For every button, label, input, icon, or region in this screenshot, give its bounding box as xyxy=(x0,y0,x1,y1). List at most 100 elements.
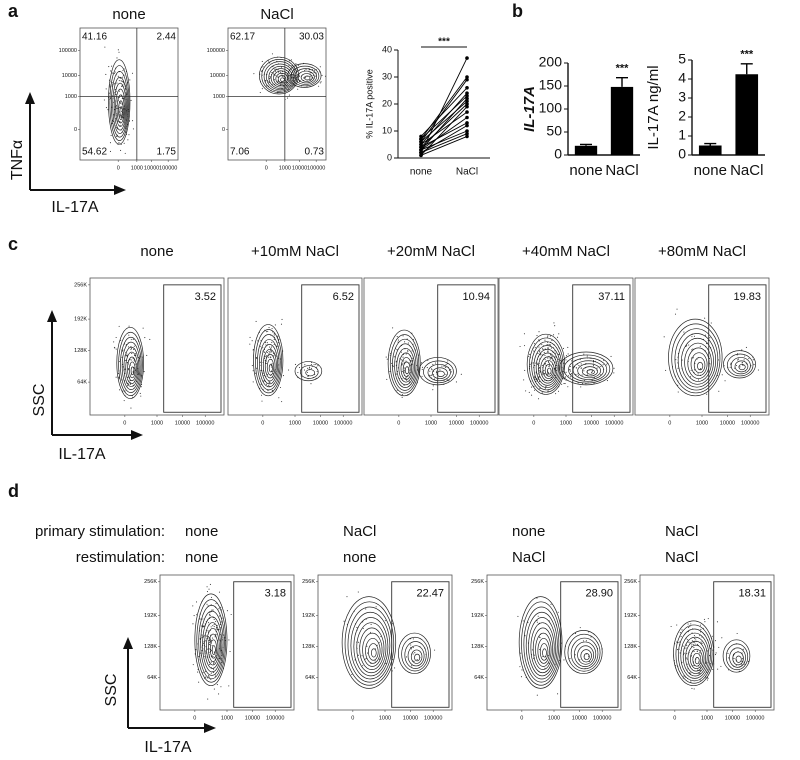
event-dot xyxy=(268,350,270,353)
contour xyxy=(410,649,423,664)
event-dot xyxy=(192,623,194,625)
y-tick-label: 256K xyxy=(624,579,637,585)
event-dot xyxy=(261,60,263,63)
event-dot xyxy=(130,99,132,101)
flow-plot xyxy=(485,574,622,712)
flow-plot xyxy=(88,277,225,417)
event-dot xyxy=(737,359,739,361)
contour xyxy=(577,645,595,665)
contour xyxy=(116,326,144,399)
event-dot xyxy=(544,354,546,356)
event-dot xyxy=(565,359,567,361)
event-dot xyxy=(105,88,107,90)
quadrant-value: 41.16 xyxy=(82,32,107,43)
point xyxy=(465,115,469,120)
event-dot xyxy=(752,359,754,361)
event-dot xyxy=(432,363,434,366)
x-tick-label: none xyxy=(694,162,727,179)
contour xyxy=(725,643,749,671)
column-header: NaCl xyxy=(343,523,376,540)
event-dot xyxy=(410,648,413,650)
event-dot xyxy=(431,368,433,370)
event-dot xyxy=(710,322,712,324)
pair-line xyxy=(420,98,468,151)
contour xyxy=(570,637,599,670)
event-dot xyxy=(550,603,552,605)
contour xyxy=(209,639,218,659)
point xyxy=(419,137,423,141)
event-dot xyxy=(270,364,272,366)
quadrant-value: 54.62 xyxy=(82,147,107,158)
contour xyxy=(414,653,421,662)
x-tick-label: 0 xyxy=(261,420,264,426)
point xyxy=(465,121,469,125)
flow-plot xyxy=(226,27,327,162)
event-dot xyxy=(215,627,218,629)
event-dot xyxy=(309,75,311,77)
x-tick-label: 0 xyxy=(351,715,354,721)
event-dot xyxy=(273,334,275,336)
event-dot xyxy=(122,70,124,72)
y-tick-label: 64K xyxy=(305,675,315,681)
event-dot xyxy=(203,641,205,643)
quadrant-value: 1.75 xyxy=(157,147,177,158)
event-dot xyxy=(554,325,556,327)
event-dot xyxy=(574,654,576,656)
event-dot xyxy=(282,375,284,377)
contour xyxy=(690,352,708,377)
event-dot xyxy=(113,341,115,343)
event-dot xyxy=(405,656,408,658)
event-dot xyxy=(218,591,221,593)
contour xyxy=(262,348,277,382)
event-dot xyxy=(117,75,119,77)
event-dot xyxy=(260,71,263,73)
event-dot xyxy=(119,360,121,363)
contour xyxy=(110,71,129,138)
x-tick-label: 0 xyxy=(123,420,126,426)
event-dot xyxy=(311,361,313,364)
event-dot xyxy=(273,79,276,81)
contour xyxy=(685,640,707,674)
event-dot xyxy=(717,668,719,670)
y-tick-label: 64K xyxy=(627,675,637,681)
contour xyxy=(574,641,597,667)
event-dot xyxy=(294,363,297,366)
event-dot xyxy=(699,631,702,633)
contour xyxy=(668,318,723,397)
event-dot xyxy=(400,359,402,361)
contour xyxy=(583,653,590,661)
event-dot xyxy=(685,647,687,649)
row-label: primary stimulation: xyxy=(35,523,165,540)
event-dot xyxy=(426,367,428,369)
event-dot xyxy=(687,623,689,625)
event-dot xyxy=(131,72,134,74)
event-dot xyxy=(149,338,151,341)
event-dot xyxy=(119,124,121,126)
y-tick-label: 40 xyxy=(382,44,392,54)
event-dot xyxy=(402,335,404,337)
event-dot xyxy=(118,90,121,92)
event-dot xyxy=(591,370,593,372)
event-dot xyxy=(295,69,297,71)
contour xyxy=(353,617,389,677)
x-tick-label: 100000 xyxy=(307,165,325,171)
event-dot xyxy=(600,366,602,368)
event-dot xyxy=(679,652,681,654)
bar xyxy=(610,86,634,155)
quadrant-value: 2.44 xyxy=(157,32,177,43)
event-dot xyxy=(206,635,208,637)
event-dot xyxy=(538,366,541,368)
event-dot xyxy=(304,364,306,366)
event-dot xyxy=(703,618,705,620)
event-dot xyxy=(427,359,429,361)
flow-plot xyxy=(158,574,295,712)
event-dot xyxy=(321,74,323,76)
event-dot xyxy=(693,638,695,640)
event-dot xyxy=(278,397,280,399)
contour xyxy=(266,358,275,376)
event-dot xyxy=(267,330,269,332)
contour xyxy=(202,616,223,673)
event-dot xyxy=(553,322,555,324)
event-dot xyxy=(519,345,521,348)
event-dot xyxy=(108,92,110,94)
